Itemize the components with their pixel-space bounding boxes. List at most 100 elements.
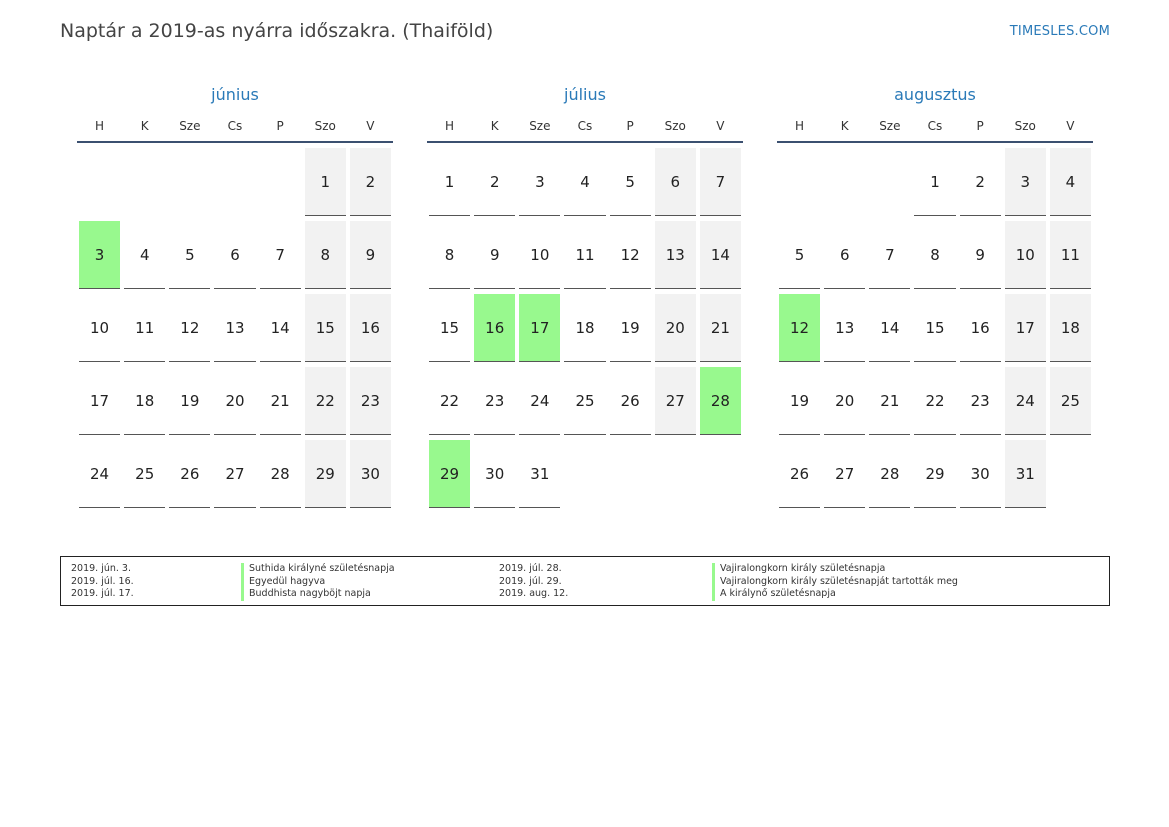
day-cell[interactable]: 7: [259, 221, 301, 289]
day-cell[interactable]: 9: [959, 221, 1001, 289]
day-cell[interactable]: 25: [124, 440, 166, 508]
day-cell[interactable]: 16: [349, 294, 391, 362]
day-cell[interactable]: 5: [169, 221, 211, 289]
day-cell[interactable]: 2: [349, 148, 391, 216]
day-cell[interactable]: 26: [779, 440, 821, 508]
day-cell[interactable]: 16: [959, 294, 1001, 362]
day-cell[interactable]: 8: [429, 221, 471, 289]
day-cell[interactable]: 17: [79, 367, 121, 435]
day-cell[interactable]: 3: [519, 148, 561, 216]
day-cell[interactable]: 5: [609, 148, 651, 216]
day-cell[interactable]: 10: [79, 294, 121, 362]
day-cell[interactable]: 8: [914, 221, 956, 289]
day-cell[interactable]: 13: [654, 221, 696, 289]
day-cell[interactable]: 1: [914, 148, 956, 216]
day-cell[interactable]: 12: [609, 221, 651, 289]
day-cell[interactable]: 6: [654, 148, 696, 216]
day-cell[interactable]: 28: [699, 367, 741, 435]
day-cell[interactable]: 15: [429, 294, 471, 362]
day-cell[interactable]: 17: [1004, 294, 1046, 362]
day-cell[interactable]: 3: [79, 221, 121, 289]
site-link[interactable]: TIMESLES.COM: [1009, 24, 1110, 39]
weekday-label: P: [976, 119, 984, 133]
day-cell[interactable]: 26: [169, 440, 211, 508]
day-cell[interactable]: 2: [959, 148, 1001, 216]
day-cell[interactable]: 2: [474, 148, 516, 216]
day-cell[interactable]: 27: [824, 440, 866, 508]
day-cell[interactable]: 4: [1049, 148, 1091, 216]
day-cell[interactable]: 10: [519, 221, 561, 289]
day-cell[interactable]: 21: [699, 294, 741, 362]
day-cell[interactable]: 7: [699, 148, 741, 216]
day-cell[interactable]: 21: [869, 367, 911, 435]
day-cell[interactable]: 19: [169, 367, 211, 435]
day-cell[interactable]: 9: [474, 221, 516, 289]
day-cell[interactable]: 11: [1049, 221, 1091, 289]
day-cell[interactable]: 24: [1004, 367, 1046, 435]
day-cell[interactable]: 11: [124, 294, 166, 362]
day-cell[interactable]: 3: [1004, 148, 1046, 216]
day-cell[interactable]: 11: [564, 221, 606, 289]
day-cell[interactable]: 13: [214, 294, 256, 362]
day-cell[interactable]: 28: [869, 440, 911, 508]
day-cell[interactable]: 10: [1004, 221, 1046, 289]
day-cell[interactable]: 7: [869, 221, 911, 289]
weekday-header: H K Sze Cs P Szo V: [77, 118, 393, 143]
day-cell[interactable]: 4: [124, 221, 166, 289]
day-cell[interactable]: 22: [429, 367, 471, 435]
day-cell[interactable]: 21: [259, 367, 301, 435]
day-cell[interactable]: 31: [519, 440, 561, 508]
day-slot: 20: [212, 367, 257, 440]
day-cell[interactable]: 12: [169, 294, 211, 362]
day-cell[interactable]: 23: [474, 367, 516, 435]
day-cell[interactable]: 19: [609, 294, 651, 362]
day-cell[interactable]: 18: [564, 294, 606, 362]
day-cell[interactable]: 29: [429, 440, 471, 508]
day-cell[interactable]: 20: [214, 367, 256, 435]
day-cell[interactable]: 30: [474, 440, 516, 508]
day-cell[interactable]: 24: [79, 440, 121, 508]
day-cell[interactable]: 12: [779, 294, 821, 362]
week-row: 19 20 21 22 23 24 25: [777, 367, 1093, 440]
day-cell[interactable]: 22: [304, 367, 346, 435]
day-cell[interactable]: 29: [304, 440, 346, 508]
day-cell[interactable]: 23: [959, 367, 1001, 435]
day-cell[interactable]: 4: [564, 148, 606, 216]
day-cell[interactable]: 18: [124, 367, 166, 435]
day-cell[interactable]: 13: [824, 294, 866, 362]
day-cell[interactable]: 6: [214, 221, 256, 289]
day-cell[interactable]: 30: [349, 440, 391, 508]
day-cell[interactable]: 15: [914, 294, 956, 362]
day-cell[interactable]: 27: [214, 440, 256, 508]
day-cell[interactable]: 8: [304, 221, 346, 289]
day-cell[interactable]: 30: [959, 440, 1001, 508]
day-cell[interactable]: 19: [779, 367, 821, 435]
day-cell[interactable]: 5: [779, 221, 821, 289]
day-cell[interactable]: 28: [259, 440, 301, 508]
day-cell[interactable]: 1: [429, 148, 471, 216]
day-cell[interactable]: 14: [259, 294, 301, 362]
day-cell[interactable]: 15: [304, 294, 346, 362]
day-cell[interactable]: 22: [914, 367, 956, 435]
day-cell[interactable]: 16: [474, 294, 516, 362]
day-cell[interactable]: 18: [1049, 294, 1091, 362]
day-cell[interactable]: 17: [519, 294, 561, 362]
month-calendar: július H K Sze Cs P Szo V 1 2 3 4 5 6 7 8 9 10 11 12 13 14 15 1…: [427, 84, 743, 513]
day-cell[interactable]: 1: [304, 148, 346, 216]
day-cell[interactable]: 14: [699, 221, 741, 289]
day-cell[interactable]: 20: [824, 367, 866, 435]
day-cell[interactable]: 6: [824, 221, 866, 289]
day-cell[interactable]: 29: [914, 440, 956, 508]
day-cell[interactable]: 20: [654, 294, 696, 362]
day-cell[interactable]: 9: [349, 221, 391, 289]
day-cell[interactable]: 27: [654, 367, 696, 435]
day-cell[interactable]: 25: [1049, 367, 1091, 435]
day-slot: 24: [517, 367, 562, 440]
day-cell[interactable]: 26: [609, 367, 651, 435]
day-cell[interactable]: 14: [869, 294, 911, 362]
day-cell[interactable]: 24: [519, 367, 561, 435]
day-cell[interactable]: 25: [564, 367, 606, 435]
day-cell[interactable]: 23: [349, 367, 391, 435]
day-cell[interactable]: 31: [1004, 440, 1046, 508]
legend-date: 2019. aug. 12.: [499, 588, 569, 600]
